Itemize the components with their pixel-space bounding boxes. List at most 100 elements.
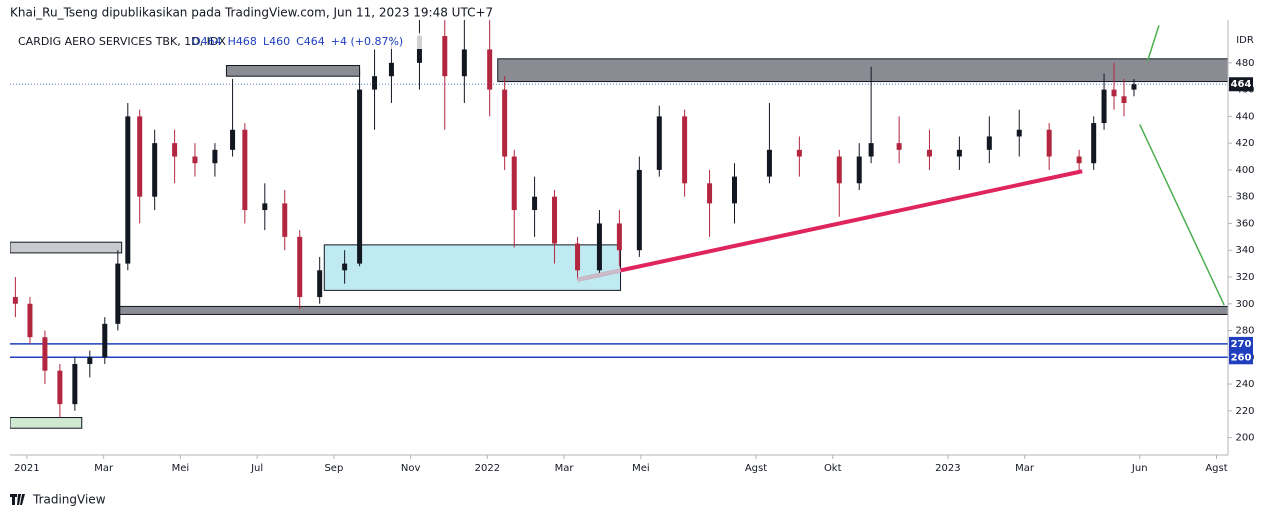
trend-line bbox=[577, 169, 1083, 282]
candle-body bbox=[856, 156, 862, 184]
candle-body bbox=[707, 183, 713, 204]
candle-body bbox=[636, 169, 642, 251]
candle-body bbox=[656, 116, 662, 170]
candle-body bbox=[487, 49, 493, 90]
candle-body bbox=[1046, 129, 1052, 157]
candle-body bbox=[388, 62, 394, 77]
candle-body bbox=[137, 116, 143, 197]
zone bbox=[225, 65, 361, 77]
candle-body bbox=[152, 143, 158, 197]
brand: TradingView bbox=[10, 493, 106, 507]
y-tick-label: 200 bbox=[1235, 433, 1254, 444]
x-tick-label: Mar bbox=[1015, 463, 1035, 474]
candle-body bbox=[796, 149, 802, 157]
candle-body bbox=[868, 143, 874, 157]
zone bbox=[10, 417, 83, 429]
candle-body bbox=[1131, 84, 1137, 90]
level-label: 270 bbox=[1231, 339, 1252, 350]
candle-body bbox=[372, 76, 378, 90]
candle-body bbox=[72, 363, 78, 405]
publisher: Khai_Ru_Tseng dipublikasikan pada Tradin… bbox=[10, 6, 493, 20]
brand-name: TradingView bbox=[32, 493, 106, 507]
zone bbox=[10, 241, 123, 254]
x-tick-label: Agst bbox=[1205, 463, 1227, 474]
candle-body bbox=[1121, 96, 1127, 103]
y-tick-label: 320 bbox=[1235, 272, 1254, 283]
candle-body bbox=[242, 129, 248, 211]
y-tick-label: 340 bbox=[1235, 245, 1254, 256]
candle-body bbox=[682, 116, 688, 184]
x-tick-label: 2022 bbox=[475, 463, 500, 474]
candle-body bbox=[552, 196, 558, 244]
candle-body bbox=[230, 129, 236, 150]
candle-body bbox=[511, 156, 517, 211]
candle-body bbox=[102, 323, 108, 358]
y-tick-label: 380 bbox=[1235, 192, 1254, 203]
legend-bg bbox=[14, 33, 434, 49]
candle-body bbox=[12, 297, 18, 304]
trend-line bbox=[1146, 25, 1160, 62]
y-tick-label: 300 bbox=[1235, 299, 1254, 310]
candle-body bbox=[502, 89, 508, 157]
x-tick-label: Agst bbox=[745, 463, 767, 474]
ohlc-value: L460 bbox=[263, 35, 290, 48]
y-tick-label: 480 bbox=[1235, 58, 1254, 69]
last-price-label: 464 bbox=[1231, 79, 1252, 90]
level-label-bg bbox=[1229, 336, 1253, 351]
y-tick-label: 360 bbox=[1235, 218, 1254, 229]
candle-body bbox=[596, 223, 602, 271]
y-tick-label: 420 bbox=[1235, 138, 1254, 149]
y-tick-label: 280 bbox=[1235, 326, 1254, 337]
candle-body bbox=[442, 36, 448, 77]
x-tick-label: 2023 bbox=[935, 463, 960, 474]
candle-body bbox=[616, 223, 622, 251]
x-tick-label: Mar bbox=[94, 463, 114, 474]
y-tick-label: 400 bbox=[1235, 165, 1254, 176]
candle-body bbox=[416, 36, 422, 63]
candle-body bbox=[125, 116, 131, 264]
trend-line bbox=[577, 268, 621, 282]
ohlc-value: H468 bbox=[228, 35, 257, 48]
candle-body bbox=[766, 149, 772, 177]
candle-body bbox=[87, 357, 93, 364]
x-tick-label: Sep bbox=[324, 463, 343, 474]
symbol: CARDIG AERO SERVICES TBK, 1D, IDX bbox=[18, 35, 226, 48]
candle-body bbox=[1076, 156, 1082, 164]
candle-body bbox=[956, 149, 962, 157]
candle-body bbox=[575, 243, 581, 271]
y-tick-label: 240 bbox=[1235, 379, 1254, 390]
x-tick-label: 2021 bbox=[14, 463, 39, 474]
candle-body bbox=[532, 196, 538, 211]
level-label-bg bbox=[1229, 350, 1253, 365]
zone bbox=[118, 305, 1228, 315]
candle-body bbox=[317, 270, 323, 298]
x-tick-label: Mei bbox=[172, 463, 190, 474]
candle-body bbox=[986, 136, 992, 150]
candle-body bbox=[836, 156, 842, 184]
candle-body bbox=[1091, 123, 1097, 164]
candle-body bbox=[27, 303, 33, 338]
zone bbox=[497, 58, 1228, 83]
x-tick-label: Jul bbox=[250, 463, 263, 474]
candle-body bbox=[282, 203, 288, 237]
y-tick-label: 220 bbox=[1235, 406, 1254, 417]
ohlc-value: +4 (+0.87%) bbox=[331, 35, 403, 48]
ohlc-value: C464 bbox=[296, 35, 325, 48]
candle-body bbox=[212, 149, 218, 164]
candle-body bbox=[192, 156, 198, 164]
ohlc-value: O464 bbox=[192, 35, 222, 48]
candle-body bbox=[461, 49, 467, 77]
currency: IDR bbox=[1236, 35, 1254, 46]
candle-body bbox=[1016, 129, 1022, 137]
x-tick-label: Okt bbox=[824, 463, 842, 474]
candle-body bbox=[926, 149, 932, 157]
zone bbox=[323, 244, 622, 291]
candle-body bbox=[42, 337, 48, 371]
candle-body bbox=[57, 370, 63, 405]
candle-body bbox=[342, 263, 348, 271]
candle-body bbox=[297, 236, 303, 298]
candle-body bbox=[896, 143, 902, 150]
candle-body bbox=[115, 263, 121, 324]
